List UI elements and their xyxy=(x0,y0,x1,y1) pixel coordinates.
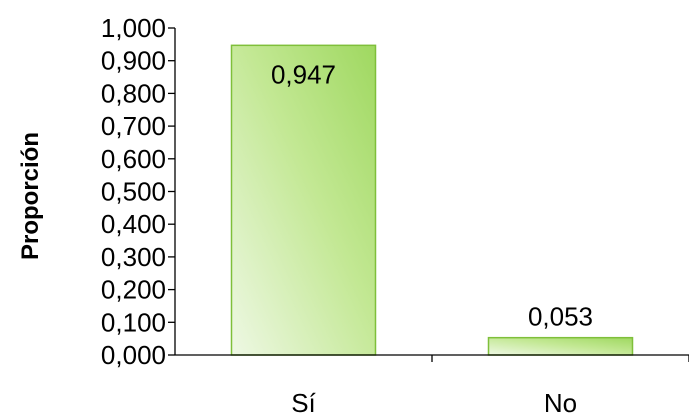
y-tick-label: 0,000 xyxy=(101,340,166,370)
bars xyxy=(230,44,634,356)
x-category-label: Sí xyxy=(291,388,316,416)
y-tick-label: 0,500 xyxy=(101,177,166,207)
bar-si xyxy=(230,44,377,356)
x-category-label: No xyxy=(544,388,577,416)
y-tick-label: 0,900 xyxy=(101,46,166,76)
x-axis-ticks xyxy=(431,355,689,362)
bar-no xyxy=(487,336,634,356)
y-axis-ticks: 0,0000,1000,2000,3000,4000,5000,6000,700… xyxy=(101,13,175,370)
y-tick-label: 0,700 xyxy=(101,111,166,141)
data-label: 0,947 xyxy=(271,59,336,89)
data-label: 0,053 xyxy=(528,302,593,332)
data-labels: 0,947 0,053 xyxy=(271,59,593,331)
y-tick-label: 0,800 xyxy=(101,78,166,108)
y-tick-label: 0,400 xyxy=(101,209,166,239)
y-axis-title: Proporción xyxy=(17,132,44,260)
y-tick-label: 0,300 xyxy=(101,242,166,272)
y-tick-label: 0,100 xyxy=(101,307,166,337)
y-tick-label: 0,200 xyxy=(101,275,166,305)
x-axis-categories: Sí No xyxy=(291,388,577,416)
y-tick-label: 0,600 xyxy=(101,144,166,174)
y-tick-label: 1,000 xyxy=(101,13,166,43)
